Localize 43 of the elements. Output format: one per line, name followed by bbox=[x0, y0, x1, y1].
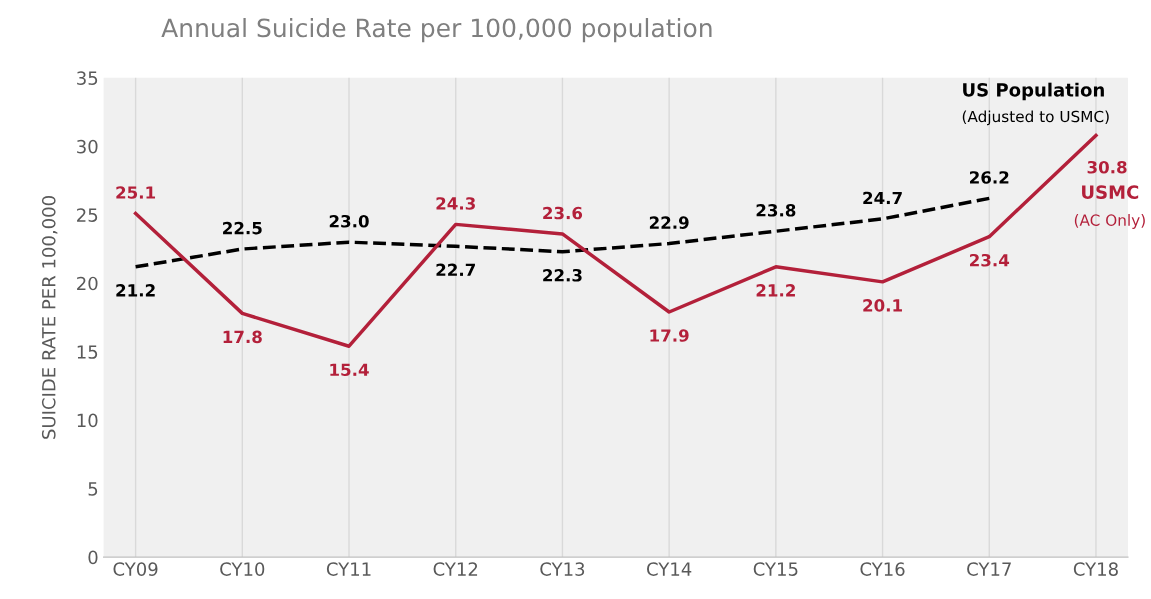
chart-title: Annual Suicide Rate per 100,000 population bbox=[161, 17, 712, 43]
y-tick-label: 0 bbox=[88, 550, 98, 565]
series-label: USMC bbox=[1082, 185, 1139, 199]
data-label: 21.2 bbox=[116, 284, 155, 297]
data-label: 22.9 bbox=[649, 216, 689, 229]
data-label: 17.9 bbox=[650, 329, 689, 342]
x-tick-label: CY16 bbox=[860, 562, 905, 576]
x-tick-label: CY12 bbox=[433, 562, 478, 576]
y-axis-title: SUICIDE RATE PER 100,000 bbox=[41, 196, 58, 439]
text: US Population bbox=[963, 82, 1104, 101]
data-label: 17.8 bbox=[223, 330, 262, 344]
x-tick-label: CY09 bbox=[113, 562, 158, 576]
y-tick-label: 20 bbox=[77, 276, 98, 291]
y-tick-label: 5 bbox=[88, 482, 98, 496]
data-label: 26.2 bbox=[970, 171, 1009, 184]
data-label: 30.8 bbox=[1087, 160, 1127, 174]
data-label: 20.1 bbox=[863, 299, 902, 312]
y-tick-label: 10 bbox=[77, 413, 98, 428]
annotation: (Adjusted to USMC) bbox=[962, 110, 1109, 126]
data-label: 24.7 bbox=[863, 191, 902, 205]
x-tick-label: CY13 bbox=[540, 562, 585, 576]
y-tick-label: 25 bbox=[77, 208, 98, 222]
data-label: 22.5 bbox=[223, 221, 262, 235]
y-tick-label: 15 bbox=[77, 345, 98, 359]
data-label: 22.3 bbox=[543, 268, 582, 282]
x-tick-label: CY18 bbox=[1073, 562, 1118, 576]
x-tick-label: CY15 bbox=[753, 562, 798, 576]
data-label: 23.4 bbox=[970, 253, 1010, 267]
data-label: 23.8 bbox=[756, 204, 796, 217]
x-tick-label: CY10 bbox=[220, 562, 265, 576]
y-tick-label: 30 bbox=[77, 139, 98, 154]
y-tick-label: 35 bbox=[77, 71, 98, 85]
x-tick-label: CY17 bbox=[967, 562, 1011, 576]
data-label: 22.7 bbox=[436, 263, 475, 276]
x-tick-label: CY11 bbox=[326, 562, 371, 576]
data-label: 23.6 bbox=[543, 206, 583, 220]
data-label: 24.3 bbox=[436, 197, 475, 210]
data-label: 21.2 bbox=[756, 284, 795, 297]
annotation: (AC Only) bbox=[1074, 214, 1145, 229]
data-label: 25.1 bbox=[116, 186, 156, 199]
x-tick-label: CY14 bbox=[647, 562, 692, 576]
data-label: 23.0 bbox=[329, 214, 369, 228]
data-label: 15.4 bbox=[330, 363, 369, 377]
